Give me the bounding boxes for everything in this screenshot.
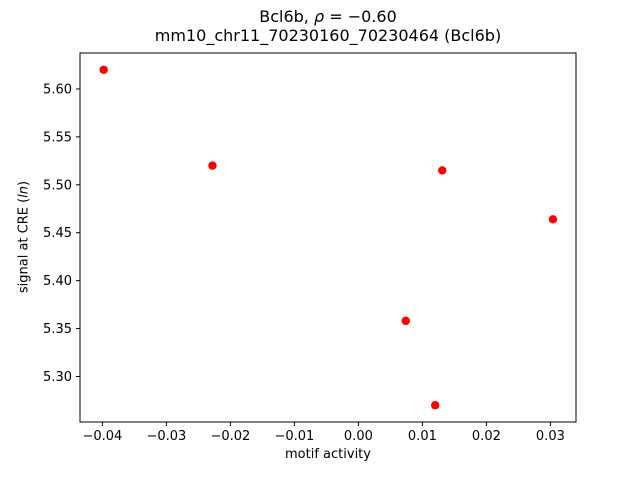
y-axis-label: signal at CRE (ln) <box>17 181 32 293</box>
chart-title-line2: mm10_chr11_70230160_70230464 (Bcl6b) <box>154 26 502 45</box>
y-axis-label-prefix: signal at CRE ( <box>16 197 32 294</box>
x-tick-label: −0.01 <box>274 429 314 444</box>
plot-frame <box>79 52 577 423</box>
y-tick-label: 5.55 <box>43 130 72 145</box>
data-point <box>431 401 440 410</box>
x-tick-label: −0.03 <box>146 429 186 444</box>
x-tick-label: 0.00 <box>344 429 373 444</box>
title-rho-symbol: ρ <box>313 7 325 26</box>
chart-title: Bcl6b, ρ = −0.60 mm10_chr11_70230160_702… <box>80 7 576 45</box>
y-tick-label: 5.40 <box>43 274 72 289</box>
title-suffix: = −0.60 <box>324 7 397 26</box>
x-axis-label: motif activity <box>285 447 371 462</box>
x-tick-label: 0.03 <box>536 429 565 444</box>
x-tick-label: 0.02 <box>472 429 501 444</box>
data-point <box>99 65 108 74</box>
y-tick-label: 5.45 <box>43 226 72 241</box>
data-point <box>401 316 410 326</box>
data-point <box>438 166 447 175</box>
x-tick-label: −0.02 <box>210 429 250 444</box>
title-prefix: Bcl6b, <box>259 7 314 26</box>
x-tick-label: 0.01 <box>408 429 437 444</box>
chart-title-line1: Bcl6b, ρ = −0.60 <box>80 7 576 26</box>
y-tick-label: 5.30 <box>43 370 72 385</box>
data-point <box>208 161 217 170</box>
y-tick-label: 5.50 <box>43 178 72 193</box>
x-tick-label: −0.04 <box>82 429 122 444</box>
data-point <box>548 215 558 224</box>
y-tick-label: 5.60 <box>43 82 72 97</box>
y-axis-label-suffix: ) <box>16 180 32 186</box>
y-tick-label: 5.35 <box>43 322 72 337</box>
y-axis-label-italic: ln <box>16 185 32 198</box>
